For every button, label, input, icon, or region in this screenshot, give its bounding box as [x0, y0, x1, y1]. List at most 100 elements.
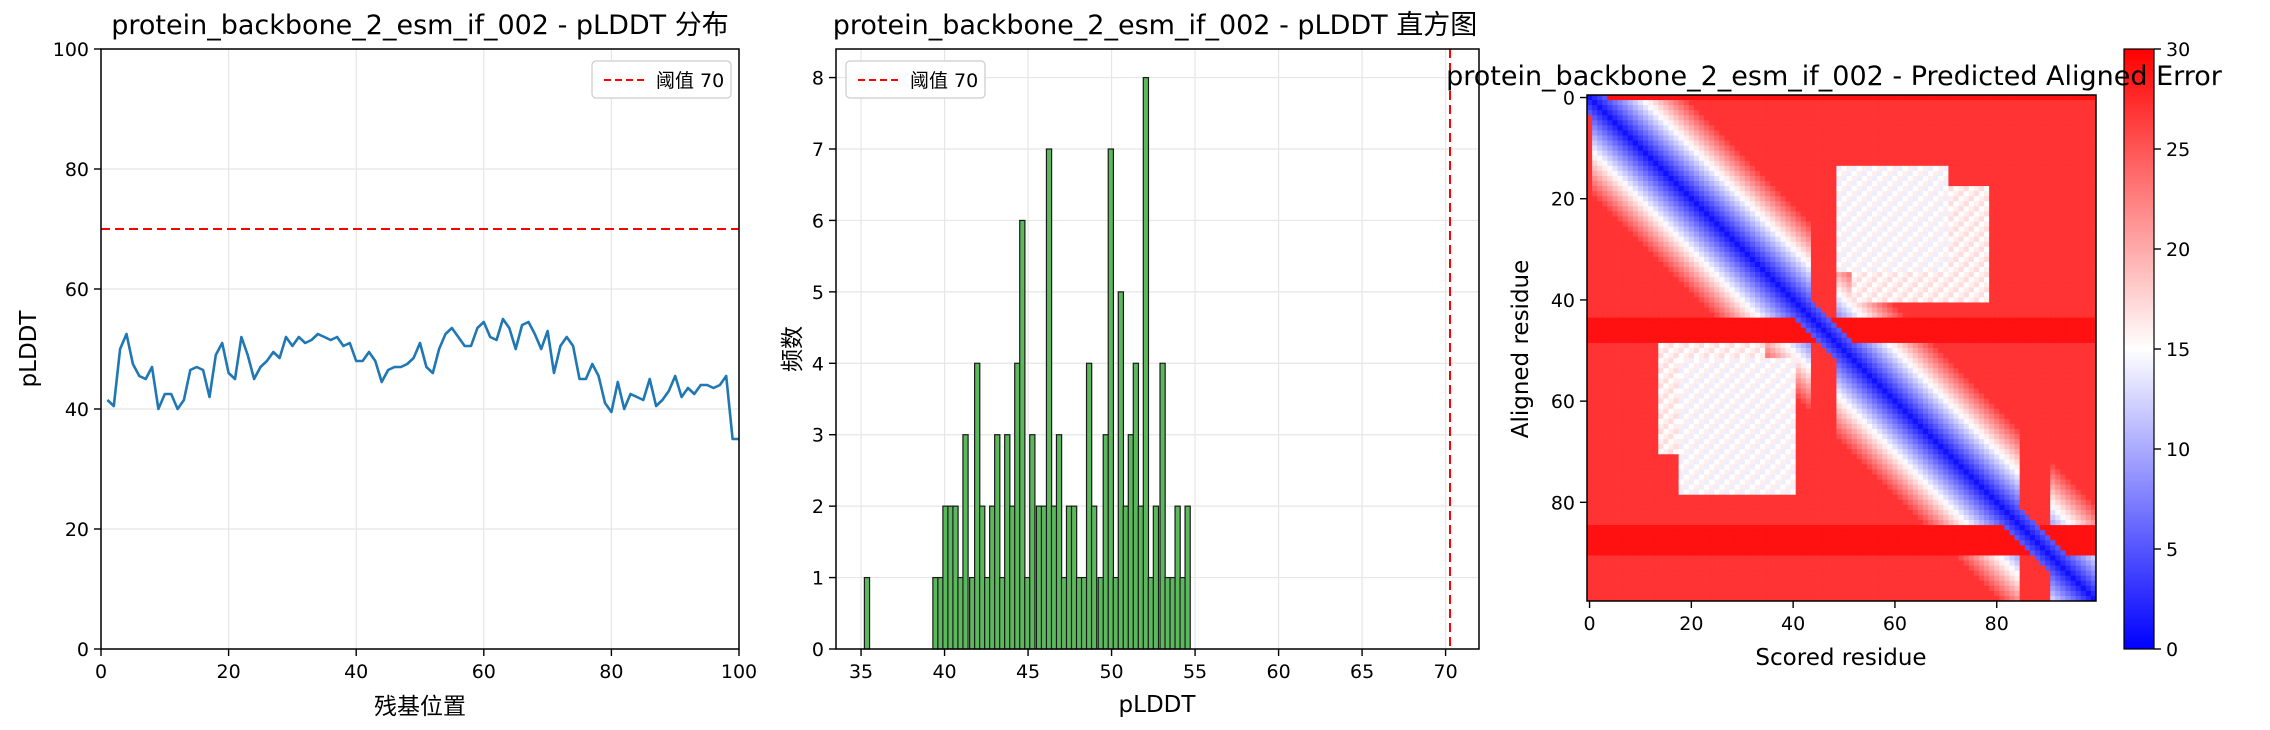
- pae-cell: [1958, 135, 1965, 141]
- pae-cell: [1984, 191, 1990, 197]
- pae-cell: [1872, 221, 1878, 227]
- pae-cell: [1917, 332, 1924, 339]
- line-chart-title: protein_backbone_2_esm_if_002 - pLDDT 分布: [111, 10, 728, 41]
- pae-cell: [2075, 292, 2082, 298]
- pae-cell: [1973, 155, 1980, 162]
- pae-cell: [2070, 160, 2077, 167]
- pae-cell: [1602, 110, 1608, 116]
- pae-cell: [2004, 100, 2010, 106]
- pae-cell: [1958, 292, 1965, 298]
- pae-cell: [2085, 186, 2092, 192]
- pae-cell: [1943, 322, 1949, 329]
- pae-cell: [1968, 100, 1975, 106]
- pae-cell: [1714, 272, 1720, 278]
- histogram-bar: [1029, 434, 1036, 650]
- pae-cell: [1851, 150, 1858, 157]
- pae-cell: [1800, 327, 1807, 334]
- histogram-bar: [1004, 434, 1011, 650]
- pae-cell: [2050, 277, 2056, 283]
- pae-cell: [1719, 160, 1725, 167]
- pae-cell: [1846, 282, 1853, 288]
- pae-cell: [1831, 221, 1837, 227]
- pae-cell: [2034, 100, 2041, 106]
- histogram-bar: [942, 505, 949, 650]
- pae-cell: [1943, 191, 1949, 197]
- pae-cell: [2065, 251, 2071, 258]
- pae-cell: [1785, 155, 1791, 162]
- pae-cell: [1810, 256, 1817, 263]
- pae-cell: [1861, 312, 1868, 319]
- pae-cell: [1866, 231, 1873, 238]
- pae-cell: [1653, 337, 1659, 344]
- pae-cell: [1999, 327, 2005, 334]
- pae-cell: [1805, 201, 1812, 207]
- pae-cell: [1902, 236, 1909, 243]
- pae-cell: [1612, 170, 1618, 177]
- pae-cell: [1968, 327, 1975, 334]
- pae-cell: [1872, 100, 1878, 106]
- pae-cell: [1856, 170, 1863, 177]
- pae-cell: [1658, 236, 1664, 243]
- pae-cell: [1872, 170, 1878, 177]
- pae-cell: [1882, 115, 1888, 121]
- pae-cell: [2050, 272, 2056, 278]
- pae-cell: [1658, 332, 1664, 339]
- pae-cell: [1948, 287, 1954, 293]
- pae-cell: [1592, 327, 1598, 334]
- pae-cell: [2009, 312, 2015, 319]
- pae-cell: [1780, 307, 1786, 313]
- pae-cell: [1642, 150, 1649, 157]
- pae-cell: [1709, 312, 1715, 319]
- pae-cell: [1739, 155, 1746, 162]
- pae-cell: [1994, 302, 2000, 308]
- pae-cell: [1719, 312, 1725, 319]
- pae-cell: [2080, 307, 2087, 313]
- pae-cell: [2009, 307, 2015, 313]
- pae-cell: [1963, 221, 1970, 227]
- pae-cell: [2075, 145, 2082, 152]
- pae-cell: [2019, 251, 2026, 258]
- pae-cell: [1805, 135, 1812, 141]
- pae-cell: [2034, 125, 2041, 131]
- pae-cell: [2040, 105, 2046, 111]
- pae-cell: [1836, 160, 1842, 167]
- pae-cell: [1683, 105, 1690, 111]
- pae-cell: [2065, 181, 2071, 187]
- pae-cell: [1866, 135, 1873, 141]
- pae-cell: [1978, 165, 1985, 172]
- pae-cell: [1831, 292, 1837, 298]
- pae-cell: [1902, 267, 1909, 273]
- pae-cell: [1973, 175, 1980, 182]
- pae-cell: [1683, 337, 1690, 344]
- pae-cell: [1912, 186, 1919, 192]
- pae-cell: [1922, 302, 1929, 308]
- pae-cell: [1948, 140, 1954, 146]
- pae-cell: [2080, 312, 2087, 319]
- pae-cell: [1612, 211, 1618, 217]
- pae-cell: [1724, 160, 1730, 167]
- pae-cell: [1816, 307, 1822, 313]
- pae-cell: [1963, 267, 1970, 273]
- pae-cell: [1800, 95, 1807, 101]
- pae-cell: [1861, 277, 1868, 283]
- pae-cell: [1816, 175, 1822, 182]
- pae-cell: [2050, 206, 2056, 212]
- pae-cell: [2070, 322, 2077, 329]
- pae-cell: [1821, 332, 1827, 339]
- pae-cell: [1622, 327, 1629, 334]
- pae-cell: [1892, 206, 1898, 212]
- pae-cell: [1790, 216, 1797, 222]
- pae-cell: [1938, 155, 1944, 162]
- pae-cell: [1744, 312, 1751, 319]
- pae-cell: [2009, 226, 2015, 233]
- pae-cell: [1897, 292, 1903, 298]
- pae-cell: [1831, 256, 1837, 263]
- pae-cell: [1912, 175, 1919, 182]
- pae-cell: [1765, 302, 1771, 308]
- pae-cell: [1963, 206, 1970, 212]
- pae-cell: [2040, 297, 2046, 303]
- pae-cell: [1968, 231, 1975, 238]
- pae-cell: [2019, 246, 2026, 253]
- pae-cell: [1917, 272, 1924, 278]
- pae-cell: [1790, 115, 1797, 121]
